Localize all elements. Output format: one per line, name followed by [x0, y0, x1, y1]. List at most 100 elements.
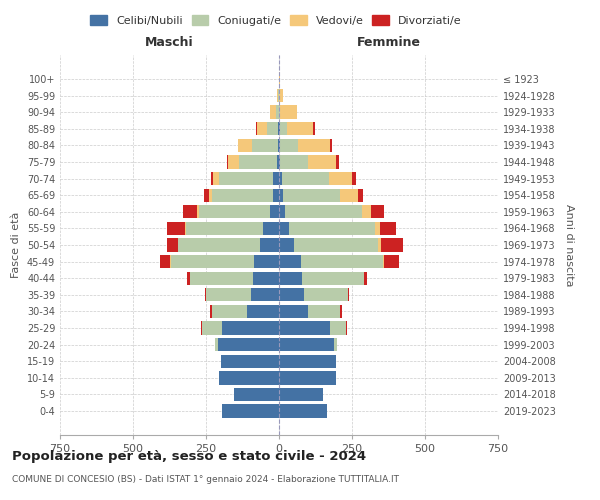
Bar [279, 222, 289, 235]
Bar [289, 222, 376, 235]
Bar [211, 305, 212, 318]
Bar [313, 122, 314, 136]
Bar [279, 172, 282, 185]
Bar [308, 305, 340, 318]
Bar [279, 138, 280, 152]
Bar [221, 354, 279, 368]
Bar [219, 172, 273, 185]
Text: Femmine: Femmine [356, 36, 421, 49]
Bar [215, 338, 218, 351]
Bar [190, 272, 253, 285]
Bar [279, 89, 283, 102]
Bar [279, 288, 304, 302]
Bar [380, 222, 396, 235]
Bar [276, 106, 279, 119]
Bar [279, 338, 334, 351]
Bar [199, 205, 270, 218]
Bar [160, 255, 170, 268]
Bar [280, 122, 287, 136]
Bar [371, 205, 384, 218]
Bar [202, 322, 222, 334]
Bar [302, 272, 364, 285]
Bar [187, 272, 190, 285]
Bar [364, 272, 367, 285]
Bar [308, 156, 336, 168]
Bar [282, 172, 329, 185]
Bar [277, 89, 278, 102]
Bar [279, 106, 280, 119]
Legend: Celibi/Nubili, Coniugati/e, Vedovi/e, Divorziati/e: Celibi/Nubili, Coniugati/e, Vedovi/e, Di… [86, 10, 466, 30]
Bar [334, 338, 337, 351]
Bar [251, 288, 279, 302]
Y-axis label: Anni di nascita: Anni di nascita [564, 204, 574, 286]
Bar [283, 188, 340, 202]
Bar [293, 238, 378, 252]
Bar [336, 156, 339, 168]
Bar [278, 138, 279, 152]
Bar [285, 205, 362, 218]
Bar [279, 371, 336, 384]
Bar [205, 288, 206, 302]
Bar [178, 238, 260, 252]
Bar [247, 305, 279, 318]
Bar [273, 172, 279, 185]
Bar [280, 138, 298, 152]
Bar [304, 288, 347, 302]
Bar [239, 156, 277, 168]
Bar [203, 188, 209, 202]
Bar [280, 156, 308, 168]
Bar [279, 354, 336, 368]
Bar [209, 188, 212, 202]
Bar [211, 172, 214, 185]
Bar [330, 322, 346, 334]
Bar [260, 238, 279, 252]
Bar [167, 238, 178, 252]
Bar [267, 122, 278, 136]
Bar [270, 106, 276, 119]
Bar [238, 138, 251, 152]
Bar [251, 138, 278, 152]
Bar [298, 138, 330, 152]
Bar [280, 106, 296, 119]
Bar [185, 222, 263, 235]
Bar [279, 322, 330, 334]
Y-axis label: Fasce di età: Fasce di età [11, 212, 21, 278]
Text: Popolazione per età, sesso e stato civile - 2024: Popolazione per età, sesso e stato civil… [12, 450, 366, 463]
Bar [263, 222, 279, 235]
Bar [197, 205, 199, 218]
Bar [287, 122, 313, 136]
Bar [254, 255, 279, 268]
Bar [383, 255, 384, 268]
Bar [253, 272, 279, 285]
Bar [279, 404, 327, 417]
Bar [212, 188, 273, 202]
Bar [376, 222, 380, 235]
Bar [212, 305, 247, 318]
Bar [229, 156, 239, 168]
Bar [206, 288, 251, 302]
Bar [214, 172, 219, 185]
Bar [167, 222, 185, 235]
Bar [218, 338, 279, 351]
Bar [279, 72, 280, 86]
Bar [330, 138, 332, 152]
Bar [279, 255, 301, 268]
Bar [352, 172, 356, 185]
Bar [380, 238, 403, 252]
Bar [340, 305, 342, 318]
Bar [347, 288, 349, 302]
Bar [279, 156, 280, 168]
Bar [384, 255, 399, 268]
Bar [378, 238, 380, 252]
Bar [171, 255, 254, 268]
Bar [362, 205, 371, 218]
Bar [222, 404, 279, 417]
Bar [279, 388, 323, 401]
Bar [227, 156, 229, 168]
Bar [182, 205, 197, 218]
Bar [270, 205, 279, 218]
Bar [279, 205, 285, 218]
Bar [222, 322, 279, 334]
Bar [277, 156, 279, 168]
Bar [273, 188, 279, 202]
